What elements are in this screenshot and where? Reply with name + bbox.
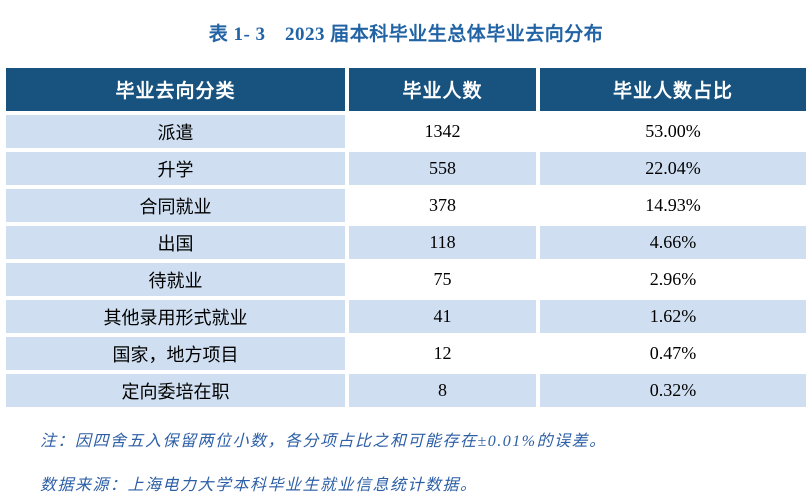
cell-category: 待就业 <box>6 263 345 296</box>
cell-count: 118 <box>349 226 536 259</box>
cell-count: 75 <box>349 263 536 296</box>
rounding-footnote: 注：因四舍五入保留两位小数，各分项占比之和可能存在±0.01%的误差。 <box>40 433 607 450</box>
table-row: 待就业 75 2.96% <box>6 263 806 296</box>
cell-category: 合同就业 <box>6 189 345 222</box>
data-source-note: 数据来源：上海电力大学本科毕业生就业信息统计数据。 <box>40 477 478 494</box>
header-count: 毕业人数 <box>349 68 536 111</box>
table-row: 出国 118 4.66% <box>6 226 806 259</box>
cell-category: 升学 <box>6 152 345 185</box>
table-title: 表 1- 3 2023 届本科毕业生总体毕业去向分布 <box>208 24 604 45</box>
cell-count: 12 <box>349 337 536 370</box>
table-row: 升学 558 22.04% <box>6 152 806 185</box>
cell-category: 定向委培在职 <box>6 374 345 407</box>
cell-percent: 53.00% <box>540 115 806 148</box>
table-row: 合同就业 378 14.93% <box>6 189 806 222</box>
table-row: 派遣 1342 53.00% <box>6 115 806 148</box>
cell-percent: 2.96% <box>540 263 806 296</box>
cell-category: 出国 <box>6 226 345 259</box>
cell-category: 国家，地方项目 <box>6 337 345 370</box>
cell-count: 558 <box>349 152 536 185</box>
cell-category: 派遣 <box>6 115 345 148</box>
cell-percent: 4.66% <box>540 226 806 259</box>
cell-percent: 0.47% <box>540 337 806 370</box>
cell-category: 其他录用形式就业 <box>6 300 345 333</box>
cell-count: 378 <box>349 189 536 222</box>
cell-count: 1342 <box>349 115 536 148</box>
cell-percent: 1.62% <box>540 300 806 333</box>
cell-percent: 0.32% <box>540 374 806 407</box>
table-row: 其他录用形式就业 41 1.62% <box>6 300 806 333</box>
table-header-row: 毕业去向分类 毕业人数 毕业人数占比 <box>6 68 806 111</box>
table-row: 国家，地方项目 12 0.47% <box>6 337 806 370</box>
header-category: 毕业去向分类 <box>6 68 345 111</box>
header-percent: 毕业人数占比 <box>540 68 806 111</box>
table-row: 定向委培在职 8 0.32% <box>6 374 806 407</box>
cell-count: 8 <box>349 374 536 407</box>
cell-percent: 22.04% <box>540 152 806 185</box>
graduation-distribution-table: 毕业去向分类 毕业人数 毕业人数占比 派遣 1342 53.00% 升学 558… <box>6 68 806 411</box>
cell-count: 41 <box>349 300 536 333</box>
cell-percent: 14.93% <box>540 189 806 222</box>
